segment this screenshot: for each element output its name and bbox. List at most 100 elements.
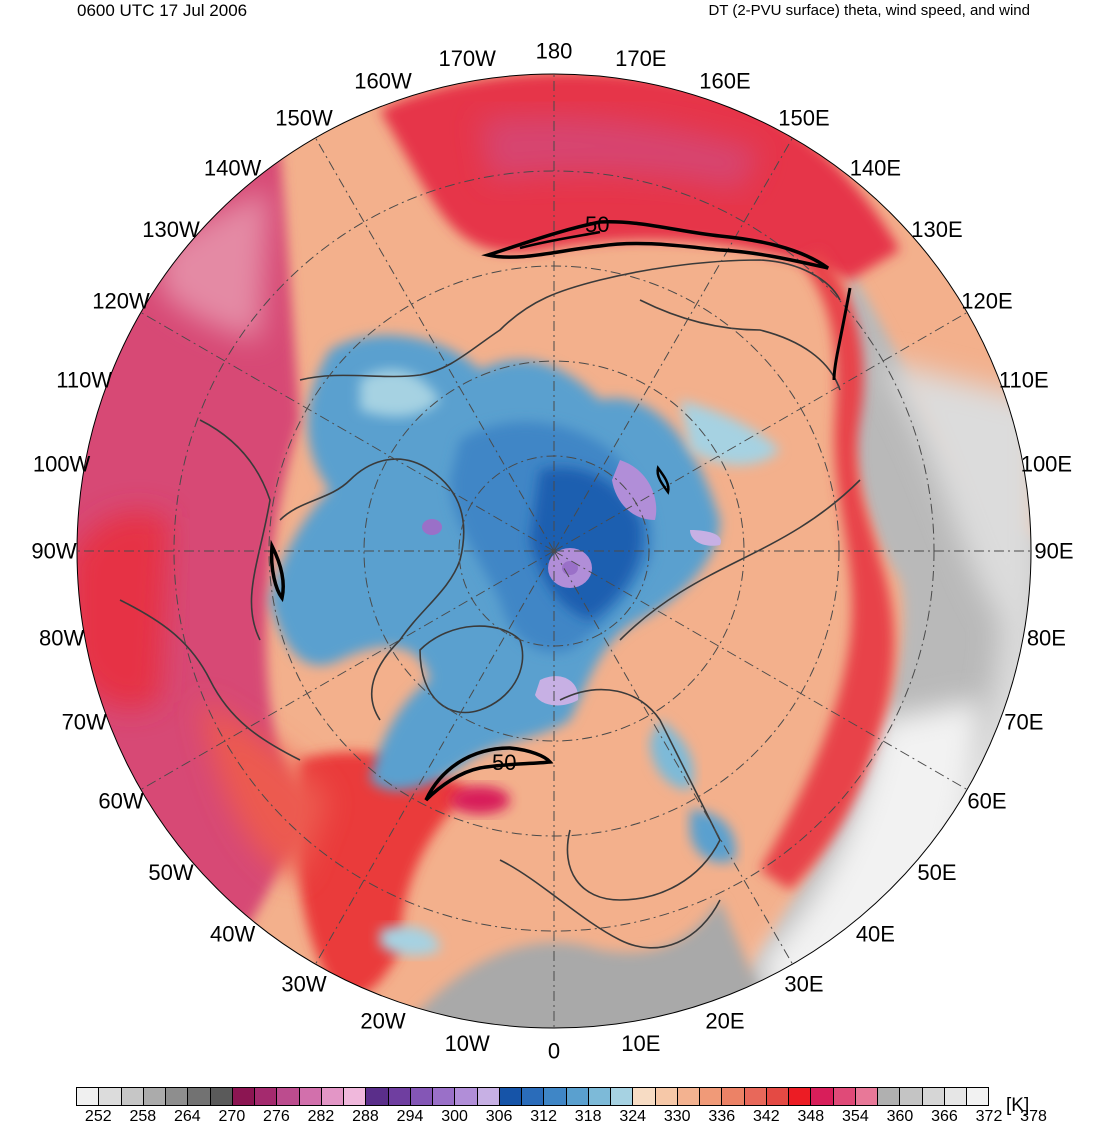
longitude-label: 160E [699, 69, 750, 94]
colorbar-swatch [277, 1088, 300, 1105]
colorbar-tick-label: 300 [441, 1108, 468, 1125]
colorbar-swatch [344, 1088, 367, 1105]
colorbar-swatch [477, 1088, 500, 1105]
colorbar-swatch [321, 1088, 344, 1105]
colorbar-swatch [433, 1088, 456, 1105]
colorbar-tick-label: 336 [708, 1108, 736, 1125]
colorbar-swatch [210, 1088, 233, 1105]
colorbar-swatch [722, 1088, 745, 1105]
colorbar-swatch [766, 1088, 789, 1105]
colorbar-tick-label: 354 [842, 1108, 869, 1125]
colorbar-swatch [188, 1088, 211, 1105]
contour-label-north: 50 [585, 212, 609, 237]
colorbar-tick-label: 294 [396, 1108, 424, 1125]
colorbar-swatch [255, 1088, 278, 1105]
longitude-label: 150W [275, 106, 333, 131]
colorbar-swatch [410, 1088, 433, 1105]
longitude-label: 110W [56, 368, 112, 393]
colorbar-swatch [299, 1088, 322, 1105]
colorbar-unit: [K] [1006, 1095, 1030, 1116]
longitude-label: 70E [1004, 710, 1043, 735]
colorbar-tick-label: 330 [663, 1108, 691, 1125]
longitude-label: 80E [1027, 625, 1066, 650]
longitude-label: 10W [445, 1031, 490, 1056]
colorbar-swatch [366, 1088, 389, 1105]
colorbar-swatch [77, 1088, 100, 1105]
longitude-label: 60W [98, 789, 143, 814]
longitude-label: 160W [354, 69, 412, 94]
longitude-label: 110E [999, 368, 1049, 393]
colorbar-swatch [967, 1088, 989, 1105]
colorbar-tick-label: 258 [129, 1108, 157, 1125]
longitude-label: 170E [615, 46, 666, 71]
colorbar-swatch [455, 1088, 478, 1105]
colorbar-swatch [655, 1088, 678, 1105]
colorbar-swatch [499, 1088, 522, 1105]
longitude-label: 20E [705, 1008, 744, 1033]
colorbar-swatch [811, 1088, 834, 1105]
colorbar-swatch [143, 1088, 166, 1105]
colorbar-swatch [744, 1088, 767, 1105]
colorbar-swatch [922, 1088, 945, 1105]
colorbar-tick-label: 366 [931, 1108, 958, 1125]
colorbar-tick-label: 264 [173, 1108, 201, 1125]
colorbar-swatch [388, 1088, 411, 1105]
colorbar-swatch [878, 1088, 901, 1105]
colorbar-swatch [522, 1088, 545, 1105]
colorbar-swatch [633, 1088, 656, 1105]
longitude-label: 170W [438, 46, 496, 71]
longitude-label: 100E [1021, 452, 1072, 477]
longitude-label: 10E [621, 1031, 660, 1056]
colorbar-tick-label: 360 [886, 1108, 914, 1125]
valid-time-label: 0600 UTC 17 Jul 2006 [77, 1, 248, 20]
longitude-label: 80W [39, 625, 84, 650]
colorbar-swatch [611, 1088, 634, 1105]
colorbar-tick-label: 324 [619, 1108, 647, 1125]
longitude-label: 30E [784, 972, 823, 997]
colorbar-tick-label: 276 [263, 1108, 290, 1125]
colorbar-swatch [789, 1088, 812, 1105]
colorbar-swatch [855, 1088, 878, 1105]
colorbar-tick-label: 306 [485, 1108, 513, 1125]
colorbar-swatch [99, 1088, 122, 1105]
colorbar-tick-label: 252 [84, 1108, 112, 1125]
colorbar-tick-label: 342 [752, 1108, 780, 1125]
longitude-label: 0 [548, 1039, 560, 1064]
colorbar-tick-label: 372 [975, 1108, 1003, 1125]
colorbar-swatch [900, 1088, 923, 1105]
colorbar-tick-label: 282 [307, 1108, 335, 1125]
colorbar-tick-label: 288 [352, 1108, 379, 1125]
longitude-label: 40E [856, 922, 895, 947]
longitude-label: 70W [62, 710, 107, 735]
colorbar-swatch [833, 1088, 856, 1105]
colorbar-tick-label: 348 [797, 1108, 825, 1125]
longitude-labels: 180 170E 160E 150E 140E 130E 120E 110E 100E 90E 80… [31, 39, 1073, 1064]
longitude-label: 120E [961, 289, 1012, 314]
longitude-label: 50E [917, 860, 956, 885]
longitude-label: 50W [148, 860, 193, 885]
longitude-label: 20W [360, 1008, 405, 1033]
contour-label-atlantic: 50 [492, 750, 516, 775]
longitude-label: 130E [911, 217, 962, 242]
longitude-label: 30W [281, 972, 326, 997]
colorbar [76, 1087, 989, 1106]
longitude-label: 140W [204, 156, 262, 181]
longitude-label: 40W [210, 922, 255, 947]
colorbar-tick-label: 270 [218, 1108, 246, 1125]
colorbar-swatch [700, 1088, 723, 1105]
field-title: DT (2-PVU surface) theta, wind speed, an… [708, 2, 1030, 19]
longitude-label: 90W [31, 539, 76, 564]
colorbar-tick-label: 312 [530, 1108, 557, 1125]
longitude-label: 130W [142, 217, 200, 242]
wind-speed-contours [269, 220, 852, 802]
theta-field [77, 74, 1031, 1028]
map-border [76, 73, 1032, 1029]
colorbar-swatch [677, 1088, 700, 1105]
longitude-label: 100W [33, 452, 91, 477]
longitude-label: 180 [536, 39, 573, 64]
polar-map: 50 50 180 170E 160E 150E 140E 130E 120E 110E 100… [31, 39, 1073, 1064]
colorbar-tick-label: 318 [574, 1108, 602, 1125]
colorbar-swatch [166, 1088, 189, 1105]
colorbar-swatch [944, 1088, 967, 1105]
longitude-label: 120W [92, 289, 150, 314]
